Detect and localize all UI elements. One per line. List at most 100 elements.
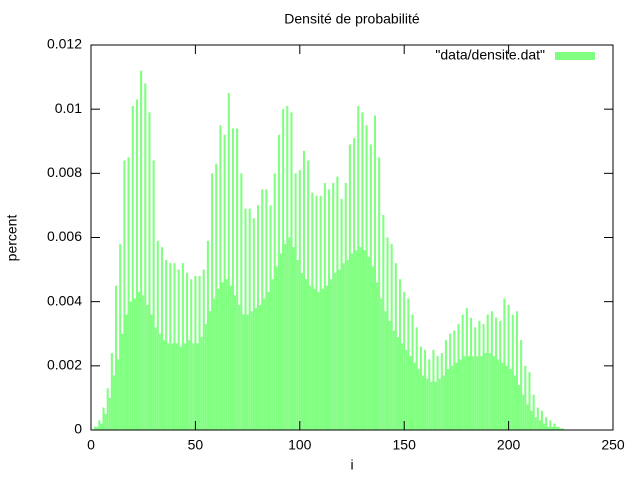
bar <box>353 138 356 430</box>
bar <box>457 324 460 430</box>
bar <box>455 362 458 430</box>
bar <box>505 365 508 430</box>
bar <box>181 263 184 430</box>
bar <box>112 375 116 430</box>
bar <box>173 263 176 430</box>
x-tick-label: 100 <box>288 437 312 453</box>
bar <box>296 259 299 430</box>
bar <box>442 375 445 430</box>
bar <box>486 314 489 430</box>
bar <box>290 112 293 430</box>
bar <box>359 247 362 430</box>
bar <box>194 276 197 430</box>
bar <box>108 397 111 430</box>
bar <box>428 359 431 430</box>
bar <box>532 394 535 430</box>
bar <box>171 343 174 430</box>
bar <box>509 369 512 430</box>
bar <box>223 134 226 431</box>
bar <box>305 279 308 430</box>
bar <box>242 314 245 430</box>
bar <box>526 404 529 430</box>
bar <box>323 182 326 430</box>
bar <box>484 353 487 430</box>
bar <box>229 285 232 430</box>
bar <box>227 93 230 430</box>
bar <box>265 189 268 430</box>
bars <box>94 70 564 431</box>
bar <box>474 327 477 430</box>
bar <box>507 304 510 430</box>
bar <box>169 263 172 430</box>
bar <box>219 125 222 430</box>
bar <box>545 417 548 430</box>
bar <box>300 272 303 430</box>
bar <box>522 394 525 430</box>
bar <box>447 369 450 430</box>
bar <box>426 378 429 430</box>
bar <box>263 298 266 430</box>
bar <box>392 330 395 430</box>
bar <box>117 359 120 430</box>
bar <box>315 195 318 430</box>
bar <box>250 311 253 430</box>
bar <box>330 279 333 430</box>
bar <box>144 83 147 430</box>
x-tick-label: 150 <box>393 437 417 453</box>
bar <box>190 279 193 430</box>
bar <box>115 285 118 430</box>
bar <box>501 362 504 430</box>
bar <box>238 304 241 430</box>
bar <box>424 349 427 430</box>
bar <box>154 327 157 430</box>
bar <box>415 327 418 430</box>
bar <box>273 173 276 431</box>
bar <box>175 343 178 430</box>
bar <box>123 160 126 430</box>
bar <box>363 250 366 430</box>
bar <box>355 250 358 430</box>
bar <box>382 215 385 430</box>
bar <box>177 269 180 430</box>
bar <box>225 279 228 430</box>
y-tick-label: 0.012 <box>47 36 82 52</box>
bar <box>394 263 397 430</box>
bar <box>183 343 187 430</box>
bar <box>146 304 149 430</box>
bar <box>158 333 161 430</box>
bar <box>461 314 464 430</box>
bar <box>100 423 103 430</box>
bar <box>453 330 456 430</box>
bar <box>551 426 554 430</box>
bar <box>348 144 351 431</box>
bar <box>517 385 521 430</box>
bar <box>163 340 166 430</box>
bar <box>543 423 546 430</box>
bar <box>530 410 533 430</box>
bar <box>430 381 433 430</box>
bar <box>167 343 170 430</box>
bar <box>288 237 291 430</box>
bar <box>344 182 347 430</box>
bar <box>244 208 247 430</box>
bar <box>200 336 203 430</box>
bar <box>336 176 339 430</box>
bar <box>342 263 345 430</box>
bar <box>350 253 354 430</box>
bar <box>188 340 191 430</box>
y-tick-label: 0.01 <box>55 100 82 116</box>
bar <box>403 292 406 430</box>
bar <box>140 70 143 431</box>
bar <box>361 112 364 430</box>
bar <box>538 420 541 430</box>
bar <box>298 170 301 430</box>
bar <box>94 426 97 430</box>
bar <box>104 413 107 430</box>
bar <box>215 163 218 431</box>
bar <box>513 375 516 430</box>
bar <box>277 134 280 431</box>
bar <box>234 295 237 430</box>
bar <box>553 423 556 430</box>
bar <box>102 407 105 430</box>
bar <box>129 301 132 430</box>
